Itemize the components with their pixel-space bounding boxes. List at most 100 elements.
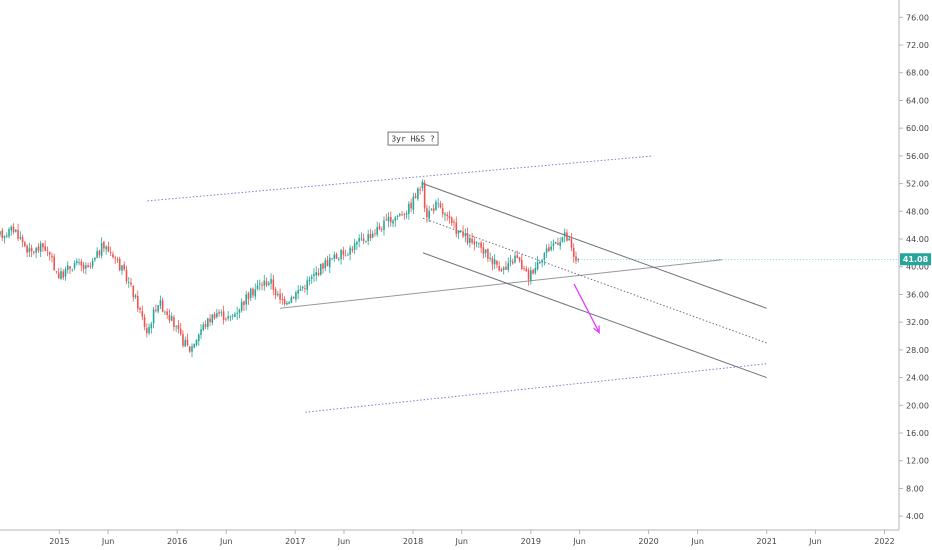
candle-body (202, 324, 205, 330)
candle-body (240, 301, 243, 311)
candle-body (333, 254, 336, 259)
candle-body (193, 343, 196, 348)
annotation-box: 3yr H&S ? (387, 131, 439, 146)
last-price-label: 41.08 (903, 255, 929, 264)
y-tick-label: 44.00 (906, 235, 929, 244)
candle-body (146, 328, 148, 334)
candle-body (272, 279, 275, 290)
candle-body (213, 313, 216, 319)
candle-body (94, 257, 96, 260)
candle-body (396, 215, 399, 217)
x-tick-label: 2021 (757, 537, 777, 546)
candle-body (385, 219, 388, 221)
candle-body (387, 216, 390, 222)
candle-body (143, 317, 146, 327)
candle-body (530, 270, 532, 281)
candle-body (441, 208, 444, 214)
candle-body (358, 238, 360, 242)
candle-body (383, 220, 385, 230)
candle-body (98, 250, 101, 256)
candle-body (509, 260, 512, 262)
candle-body (365, 241, 367, 243)
candle-body (286, 302, 288, 305)
candle-body (491, 258, 494, 265)
candle-body (127, 282, 130, 283)
candle-body (541, 259, 543, 263)
candle-body (103, 241, 105, 249)
candle-body (44, 246, 46, 251)
candle-body (85, 265, 87, 269)
channel-mid-line (422, 217, 767, 344)
candle-body (136, 295, 139, 309)
candle-body (437, 202, 440, 204)
candle-body (30, 247, 33, 252)
y-tick-label: 68.00 (906, 69, 929, 78)
candle-body (238, 309, 241, 313)
candle-body (527, 270, 530, 280)
candle-body (116, 259, 119, 261)
candle-body (5, 235, 8, 237)
candle-body (96, 251, 98, 258)
candle-body (577, 259, 580, 261)
candle-body (267, 283, 270, 285)
x-tick-label: 2015 (49, 537, 69, 546)
candle-body (552, 243, 555, 247)
candle-body (78, 262, 80, 264)
candle-body (421, 181, 424, 189)
x-tick-label: Jun (808, 537, 822, 546)
x-tick-label: 2018 (403, 537, 423, 546)
candle-body (426, 208, 428, 218)
candle-body (39, 243, 42, 252)
candle-body (229, 316, 232, 318)
x-tick-label: 2016 (167, 537, 187, 546)
candle-body (394, 217, 397, 221)
upper-envelope-line (147, 155, 654, 202)
candle-body (166, 311, 168, 316)
candle-body (71, 269, 74, 271)
candle-body (249, 288, 252, 298)
y-tick-label: 24.00 (906, 374, 929, 383)
x-tick-label: 2017 (285, 537, 305, 546)
candle-body (507, 263, 510, 270)
candle-body (26, 245, 28, 253)
candle-body (469, 237, 471, 243)
candle-body (207, 318, 209, 328)
y-tick-label: 76.00 (906, 13, 929, 22)
candle-body (371, 233, 374, 238)
y-tick-label: 40.00 (906, 263, 929, 272)
x-tick-label: 2019 (521, 537, 541, 546)
candle-body (55, 271, 58, 272)
candle-body (356, 242, 358, 245)
candle-body (112, 254, 114, 258)
candle-body (15, 229, 17, 232)
candle-body (0, 231, 1, 235)
candle-body (33, 251, 35, 253)
candle-body (270, 278, 272, 284)
x-tick-label: Jun (572, 537, 586, 546)
candle-body (17, 229, 19, 239)
candle-body (28, 248, 31, 252)
candle-body (484, 249, 487, 254)
candle-body (121, 265, 123, 271)
candle-body (417, 188, 419, 199)
candle-body (500, 269, 503, 272)
candle-body (389, 216, 392, 223)
candle-body (57, 272, 60, 279)
candle-body (188, 346, 191, 352)
candle-body (543, 253, 546, 260)
candle-body (21, 237, 24, 243)
candle-body (566, 232, 568, 241)
y-tick-label: 52.00 (906, 180, 929, 189)
candle-body (328, 257, 331, 268)
candle-body (243, 301, 245, 305)
candle-body (225, 318, 227, 320)
trend-drawings (147, 155, 767, 413)
candle-body (155, 309, 157, 311)
candle-body (446, 214, 449, 216)
candle-body (331, 258, 333, 260)
candle-body (130, 282, 132, 285)
candle-body (209, 318, 211, 322)
candle-body (281, 299, 284, 301)
candle-body (392, 220, 394, 224)
